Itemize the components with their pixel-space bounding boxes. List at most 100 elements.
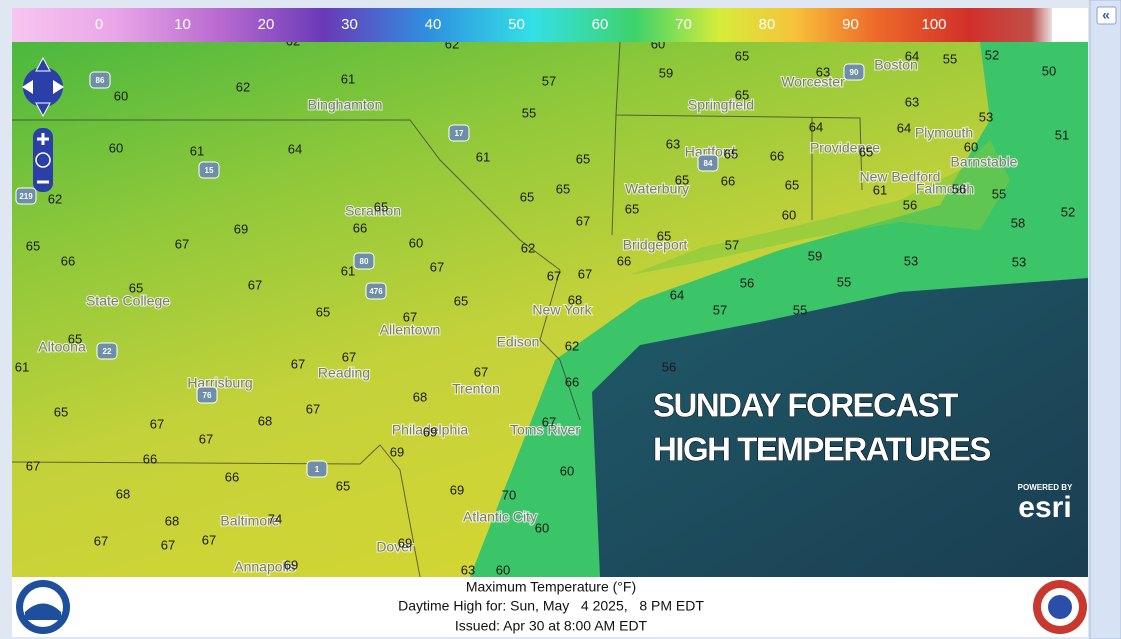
temperature-label: 66 xyxy=(353,220,367,235)
temperature-label: 63 xyxy=(816,64,830,79)
pan-right[interactable] xyxy=(53,80,64,94)
highway-number: 76 xyxy=(203,391,212,400)
legend-tick-label: 70 xyxy=(675,16,692,33)
temperature-label: 68 xyxy=(258,413,272,428)
temperature-label: 69 xyxy=(234,221,248,236)
temperature-label: 65 xyxy=(657,228,671,243)
nws-logo-center xyxy=(1048,595,1072,619)
temperature-label: 65 xyxy=(859,144,873,159)
temperature-label: 60 xyxy=(535,520,549,535)
legend-tick-label: 20 xyxy=(258,16,275,33)
temperature-label: 55 xyxy=(992,186,1006,201)
temperature-label: 66 xyxy=(721,173,735,188)
temperature-label: 64 xyxy=(809,119,823,134)
temperature-label: 69 xyxy=(390,444,404,459)
map: Binghamton Worcester Boston Springfield Plym… xyxy=(12,33,1088,577)
city-label: Bridgeport xyxy=(623,237,688,253)
temperature-label: 60 xyxy=(496,562,510,577)
temperature-label: 57 xyxy=(542,73,556,88)
highway-number: 1 xyxy=(315,465,320,474)
city-label: Trenton xyxy=(452,381,500,397)
temperature-label: 68 xyxy=(165,513,179,528)
pan-control[interactable] xyxy=(23,67,63,107)
temperature-label: 67 xyxy=(578,266,592,281)
temperature-label: 65 xyxy=(454,293,468,308)
city-label: Atlantic City xyxy=(463,509,537,525)
temperature-label: 56 xyxy=(740,275,754,290)
temperature-label: 57 xyxy=(725,237,739,252)
city-label: New Bedford xyxy=(860,169,941,185)
pan-left[interactable] xyxy=(22,80,33,94)
temperature-label: 60 xyxy=(782,207,796,222)
temperature-label: 66 xyxy=(770,148,784,163)
city-label: Dover xyxy=(376,539,414,555)
footer-valid: Daytime High for: Sun, May 4 2025, 8 PM … xyxy=(398,598,704,614)
temperature-label: 56 xyxy=(662,359,676,374)
city-label: Waterbury xyxy=(625,181,689,197)
temperature-label: 69 xyxy=(398,535,412,550)
highway-shield xyxy=(448,124,470,142)
temperature-label: 67 xyxy=(161,537,175,552)
legend-tick-label: 40 xyxy=(425,16,442,33)
collapse-icon[interactable]: « xyxy=(1102,7,1110,23)
temperature-label: 67 xyxy=(291,356,305,371)
temperature-label: 64 xyxy=(670,287,684,302)
overlay-line1: SUNDAY FORECAST xyxy=(653,387,958,424)
overlay-line2: HIGH TEMPERATURES xyxy=(653,431,990,468)
zoom-in[interactable] xyxy=(37,133,49,145)
highway-number: 15 xyxy=(205,166,214,175)
temperature-label: 62 xyxy=(565,338,579,353)
temperature-label: 52 xyxy=(1061,204,1075,219)
legend-tick-label: 30 xyxy=(341,16,358,33)
temperature-label: 50 xyxy=(1042,63,1056,78)
legend-tick-label: 0 xyxy=(95,16,103,33)
highway-shield xyxy=(89,71,111,89)
temperature-label: 65 xyxy=(735,48,749,63)
zoom-bar xyxy=(33,128,53,192)
city-label: Providence xyxy=(810,140,880,156)
pan-up[interactable] xyxy=(35,56,51,72)
temperature-label: 61 xyxy=(341,71,355,86)
collapse-button[interactable] xyxy=(1096,6,1117,25)
city-label: New York xyxy=(532,302,592,318)
city-label: State College xyxy=(86,293,170,309)
temperature-label: 55 xyxy=(793,302,807,317)
highway-shield xyxy=(353,252,375,270)
temperature-label: 61 xyxy=(190,143,204,158)
temperature-label: 67 xyxy=(542,414,556,429)
temperature-label: 63 xyxy=(905,94,919,109)
temperature-label: 58 xyxy=(1011,215,1025,230)
temperature-label: 65 xyxy=(576,151,590,166)
city-label: Barnstable xyxy=(951,154,1018,170)
temperature-label: 67 xyxy=(175,236,189,251)
noaa-text: NOAA xyxy=(33,595,54,602)
temperature-label: 67 xyxy=(306,401,320,416)
highway-shield xyxy=(198,161,220,179)
temperature-label: 62 xyxy=(236,79,250,94)
pan-down[interactable] xyxy=(35,102,51,118)
temperature-label: 65 xyxy=(54,404,68,419)
temperature-label: 74 xyxy=(268,511,282,526)
temperature-label: 69 xyxy=(423,424,437,439)
temperature-label: 62 xyxy=(286,33,300,48)
temperature-label: 60 xyxy=(560,463,574,478)
temperature-label: 66 xyxy=(143,451,157,466)
legend-tick-label: 80 xyxy=(759,16,776,33)
temperature-label: 67 xyxy=(202,532,216,547)
temperature-label: 69 xyxy=(284,557,298,572)
temperature-label: 67 xyxy=(430,259,444,274)
legend-tick-label: 100 xyxy=(921,16,946,33)
globe[interactable] xyxy=(35,152,51,168)
temperature-label: 59 xyxy=(808,248,822,263)
temperature-label: 65 xyxy=(675,172,689,187)
temperature-label: 52 xyxy=(985,47,999,62)
temperature-label: 60 xyxy=(114,88,128,103)
temperature-label: 67 xyxy=(474,364,488,379)
city-label: Toms River xyxy=(510,422,580,438)
temperature-label: 65 xyxy=(374,199,388,214)
city-label: Edison xyxy=(497,334,540,350)
temperature-label: 61 xyxy=(15,359,29,374)
temperature-label: 65 xyxy=(724,146,738,161)
legend-tick-label: 60 xyxy=(592,16,609,33)
